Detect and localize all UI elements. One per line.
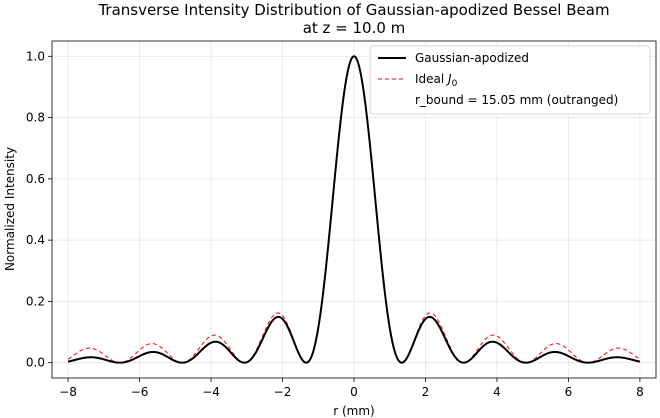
legend-label-gaussian-apodized: Gaussian-apodized bbox=[415, 51, 529, 65]
y-axis-label: Normalized Intensity bbox=[3, 147, 17, 271]
y-axis-ticks: 0.0 0.2 0.4 0.6 0.8 1.0 bbox=[26, 49, 52, 370]
chart-subtitle: at z = 10.0 m bbox=[303, 19, 406, 37]
x-tick-label: 6 bbox=[565, 385, 573, 399]
legend-label-ideal-prefix: Ideal bbox=[415, 72, 448, 86]
series-line-gaussian-apodized bbox=[67, 55, 641, 364]
legend: Gaussian-apodized Ideal J0 r_bound = 15.… bbox=[369, 45, 651, 115]
y-tick-label: 0.8 bbox=[26, 111, 45, 125]
legend-box bbox=[369, 45, 651, 115]
x-axis-label: r (mm) bbox=[333, 404, 375, 418]
y-tick-label: 1.0 bbox=[26, 49, 45, 63]
x-tick-label: 4 bbox=[493, 385, 501, 399]
x-tick-label: −4 bbox=[202, 385, 220, 399]
x-tick-label: −6 bbox=[131, 385, 149, 399]
x-tick-label: −8 bbox=[59, 385, 77, 399]
x-axis-ticks: −8 −6 −4 −2 0 2 4 6 8 bbox=[59, 378, 644, 399]
legend-label-ideal-symbol: J bbox=[446, 72, 452, 86]
chart-title: Transverse Intensity Distribution of Gau… bbox=[97, 1, 609, 19]
legend-label-ideal-subscript: 0 bbox=[452, 79, 458, 89]
x-tick-label: −2 bbox=[274, 385, 292, 399]
x-tick-label: 2 bbox=[422, 385, 430, 399]
legend-label-ideal-j0: Ideal J0 bbox=[415, 72, 458, 89]
x-tick-label: 0 bbox=[350, 385, 358, 399]
y-tick-label: 0.6 bbox=[26, 172, 45, 186]
y-tick-label: 0.4 bbox=[26, 233, 45, 247]
legend-note: r_bound = 15.05 mm (outranged) bbox=[415, 93, 618, 107]
y-tick-label: 0.0 bbox=[26, 356, 45, 370]
y-tick-label: 0.2 bbox=[26, 294, 45, 308]
x-tick-label: 8 bbox=[636, 385, 644, 399]
